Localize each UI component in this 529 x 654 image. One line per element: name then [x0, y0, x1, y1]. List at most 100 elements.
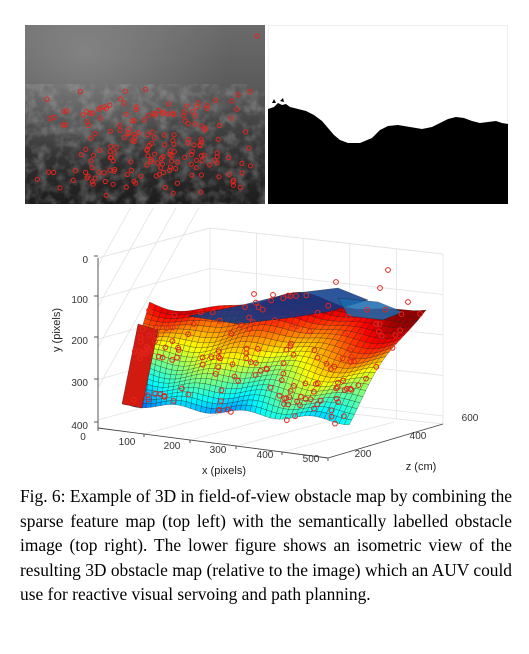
feature-marker [184, 103, 190, 109]
sparse-feature-map-svg [25, 25, 265, 204]
obstacle-marker [311, 347, 318, 354]
feature-marker [97, 147, 103, 153]
obstacle-marker [405, 299, 411, 305]
feature-marker [207, 162, 213, 168]
obstacle-marker [280, 295, 287, 302]
feature-marker [213, 97, 219, 103]
feature-marker [92, 175, 98, 181]
obstacle-marker [294, 398, 301, 405]
obstacle-marker [335, 379, 341, 386]
obstacle-marker [216, 317, 223, 324]
feature-marker [107, 102, 113, 108]
x-tick-200: 200 [164, 441, 181, 452]
obstacle-marker [283, 395, 290, 402]
feature-marker [185, 120, 191, 127]
x-axis-label: x (pixels) [202, 465, 246, 477]
feature-marker [175, 159, 181, 165]
feature-marker [101, 170, 107, 176]
obstacle-marker [252, 372, 259, 378]
feature-marker [103, 192, 109, 198]
feature-marker [117, 127, 123, 134]
plot-axes [94, 255, 444, 461]
y-tick-300: 300 [71, 378, 88, 389]
obstacle-marker [169, 324, 176, 331]
obstacle-marker [289, 321, 296, 328]
obstacle-marker [185, 391, 192, 398]
obstacle-marker [163, 325, 170, 331]
feature-marker [181, 113, 187, 119]
feature-marker [199, 158, 205, 164]
feature-marker [141, 117, 147, 123]
x-tick-400: 400 [257, 450, 274, 461]
obstacle-marker [285, 401, 292, 408]
obstacle-marker [306, 328, 313, 335]
obstacle-marker [363, 375, 369, 382]
obstacle-marker [276, 392, 283, 399]
obstacle-marker [228, 330, 235, 337]
obstacle-marker [351, 358, 357, 365]
obstacle-marker [307, 396, 314, 403]
feature-marker [181, 109, 187, 115]
feature-marker [151, 135, 157, 141]
feature-marker [230, 177, 236, 183]
feature-marker [254, 33, 260, 39]
y-tick-200: 200 [71, 336, 88, 347]
caption-text: Example of 3D in field-of-view obstacle … [20, 486, 512, 604]
feature-marker [132, 134, 138, 141]
feature-marker [189, 172, 195, 178]
feature-marker [156, 107, 162, 114]
obstacle-marker [297, 402, 303, 409]
obstacle-marker [218, 387, 225, 394]
feature-marker [148, 158, 154, 165]
obstacle-marker [136, 348, 143, 355]
feature-marker [97, 115, 104, 121]
feature-marker [159, 161, 166, 167]
z-axis-label: z (cm) [406, 461, 437, 473]
feature-marker [145, 153, 151, 159]
feature-marker [84, 175, 90, 181]
feature-marker [182, 154, 188, 160]
obstacle-marker [323, 360, 330, 367]
feature-marker [51, 114, 57, 120]
feature-marker [111, 150, 118, 156]
y-axis-label: y (pixels) [51, 308, 63, 352]
obstacle-marker [162, 344, 169, 351]
feature-marker [189, 148, 195, 155]
obstacle-marker [227, 408, 234, 415]
obstacle-marker [130, 396, 137, 403]
obstacle-3d-plot: y (pixels) x (pixels) z (cm) 0 100 200 3… [38, 65, 488, 480]
obstacle-marker [281, 401, 287, 407]
feature-marker [89, 179, 95, 185]
obstacle-marker [216, 348, 222, 355]
obstacle-marker [268, 297, 275, 304]
obstacle-marker [209, 309, 216, 316]
feature-marker [226, 155, 232, 161]
obstacle-marker [229, 361, 236, 368]
feature-marker [171, 132, 177, 138]
obstacle-marker [152, 390, 159, 397]
obstacle-marker [179, 385, 185, 392]
obstacle-marker [278, 377, 285, 384]
obstacle-marker [247, 359, 254, 366]
feature-marker [239, 170, 245, 176]
feature-marker [46, 169, 52, 175]
obstacle-marker [382, 306, 389, 313]
feature-marker [171, 141, 177, 147]
feature-marker [167, 164, 173, 170]
obstacle-marker [285, 292, 292, 299]
obstacle-marker [398, 311, 405, 317]
figure-caption: Fig. 6: Example of 3D in field-of-view o… [20, 484, 512, 607]
obstacle-marker [288, 340, 295, 347]
feature-marker [129, 138, 136, 144]
y-tick-100: 100 [71, 295, 88, 306]
feature-marker [199, 123, 205, 129]
feature-marker [190, 109, 196, 115]
feature-marker [201, 152, 207, 158]
obstacle-marker [235, 378, 242, 384]
feature-marker [90, 152, 97, 158]
y-tick-400: 400 [71, 421, 88, 432]
feature-marker [60, 122, 66, 128]
obstacle-marker [377, 285, 383, 291]
feature-marker [161, 109, 167, 115]
feature-marker [198, 189, 204, 195]
